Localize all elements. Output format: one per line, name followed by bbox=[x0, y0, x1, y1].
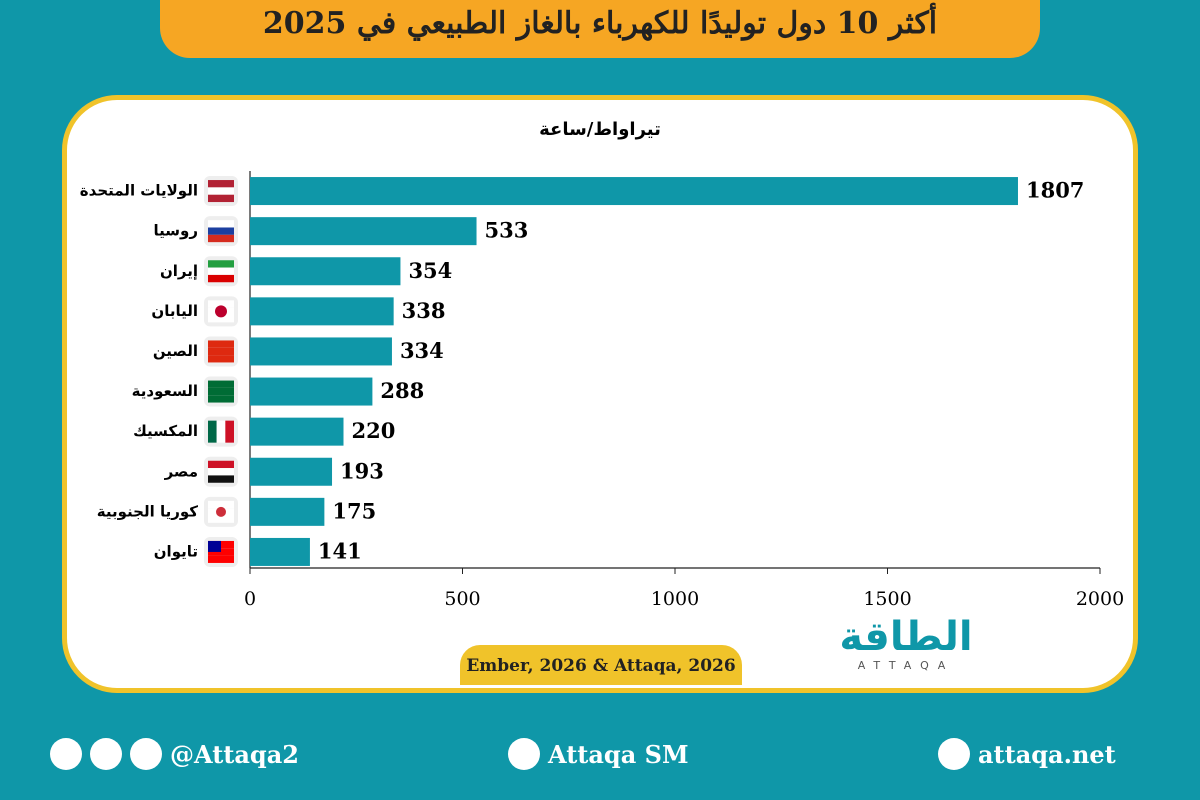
bar bbox=[250, 337, 392, 366]
flag-stripe bbox=[208, 180, 234, 188]
flag-stripe bbox=[208, 267, 234, 275]
value-label: 1807 bbox=[1026, 178, 1084, 203]
flag-stripe bbox=[208, 260, 234, 268]
bar bbox=[250, 377, 373, 406]
category-label: كوريا الجنوبية bbox=[97, 502, 198, 520]
flag-stripe bbox=[208, 555, 234, 563]
social-handle: @Attaqa2 bbox=[50, 738, 299, 770]
value-label: 354 bbox=[408, 258, 452, 283]
value-label: 141 bbox=[318, 538, 362, 563]
x-tick-label: 1500 bbox=[863, 588, 911, 610]
category-label: المكسيك bbox=[133, 422, 198, 440]
flag-stripe bbox=[208, 420, 217, 443]
value-label: 193 bbox=[340, 458, 384, 483]
chart-title: أكثر 10 دول توليدًا للكهرباء بالغاز الطب… bbox=[262, 6, 938, 41]
flag-stripe bbox=[208, 234, 234, 243]
flag-stripe bbox=[208, 460, 234, 469]
bar bbox=[250, 457, 333, 486]
flag-stripe bbox=[208, 220, 234, 228]
source: Ember, 2026 & Attaqa, 2026 bbox=[460, 645, 742, 685]
flag-stripe bbox=[208, 194, 234, 203]
x-tick-label: 2000 bbox=[1076, 588, 1124, 610]
flag-stripe bbox=[225, 420, 234, 443]
flag-stripe bbox=[208, 274, 234, 283]
flag-emblem bbox=[208, 540, 221, 552]
category-label: السعودية bbox=[132, 382, 198, 400]
bar bbox=[250, 177, 1018, 206]
unit-label: تيراواط/ساعة bbox=[539, 119, 661, 140]
value-label: 288 bbox=[380, 378, 424, 403]
logo-latin: ATTAQA bbox=[857, 659, 955, 672]
youtube: Attaqa SM bbox=[508, 738, 689, 770]
category-label: اليابان bbox=[151, 302, 198, 320]
x-tick-label: 1000 bbox=[651, 588, 699, 610]
flag-stripe bbox=[208, 395, 234, 403]
category-label: الصين bbox=[153, 342, 198, 360]
logo: الطاقة ATTAQA bbox=[826, 615, 986, 672]
bar bbox=[250, 497, 325, 526]
bar bbox=[250, 297, 394, 326]
category-label: روسيا bbox=[154, 222, 198, 240]
flag-stripe bbox=[208, 187, 234, 195]
flag-stripe bbox=[208, 227, 234, 235]
youtube-text: Attaqa SM bbox=[548, 739, 689, 769]
bar bbox=[250, 217, 477, 246]
flag-stripe bbox=[208, 300, 234, 308]
website: attaqa.net bbox=[938, 738, 1116, 770]
category-label: مصر bbox=[164, 462, 198, 480]
flag-stripe bbox=[208, 500, 234, 509]
flag-stripe bbox=[208, 468, 234, 476]
bar bbox=[250, 537, 310, 566]
flag-emblem bbox=[215, 305, 227, 318]
flag-stripe bbox=[208, 355, 234, 363]
x-tick-label: 0 bbox=[244, 588, 256, 610]
flag-stripe bbox=[216, 420, 226, 443]
value-label: 338 bbox=[402, 298, 446, 323]
category-label: تايوان bbox=[154, 542, 198, 560]
bar bbox=[250, 417, 344, 446]
value-label: 334 bbox=[400, 338, 444, 363]
website-text: attaqa.net bbox=[978, 739, 1116, 769]
flag-stripe bbox=[208, 475, 234, 483]
flag-stripe bbox=[208, 315, 234, 323]
flag-stripe bbox=[208, 380, 234, 388]
x-tick-label: 500 bbox=[444, 588, 480, 610]
flag-stripe bbox=[208, 347, 234, 356]
bar bbox=[250, 257, 401, 286]
value-label: 220 bbox=[352, 418, 396, 443]
logo-name: الطاقة bbox=[839, 614, 973, 660]
flag-stripe bbox=[208, 515, 234, 523]
category-label: الولايات المتحدة bbox=[80, 182, 198, 200]
category-label: إيران bbox=[160, 262, 198, 280]
flag-stripe bbox=[208, 387, 234, 396]
flag-emblem bbox=[216, 506, 226, 517]
value-label: 533 bbox=[485, 218, 529, 243]
handle-text: @Attaqa2 bbox=[170, 739, 299, 769]
value-label: 175 bbox=[332, 498, 376, 523]
flag-stripe bbox=[208, 340, 234, 348]
title-banner bbox=[160, 0, 1040, 58]
